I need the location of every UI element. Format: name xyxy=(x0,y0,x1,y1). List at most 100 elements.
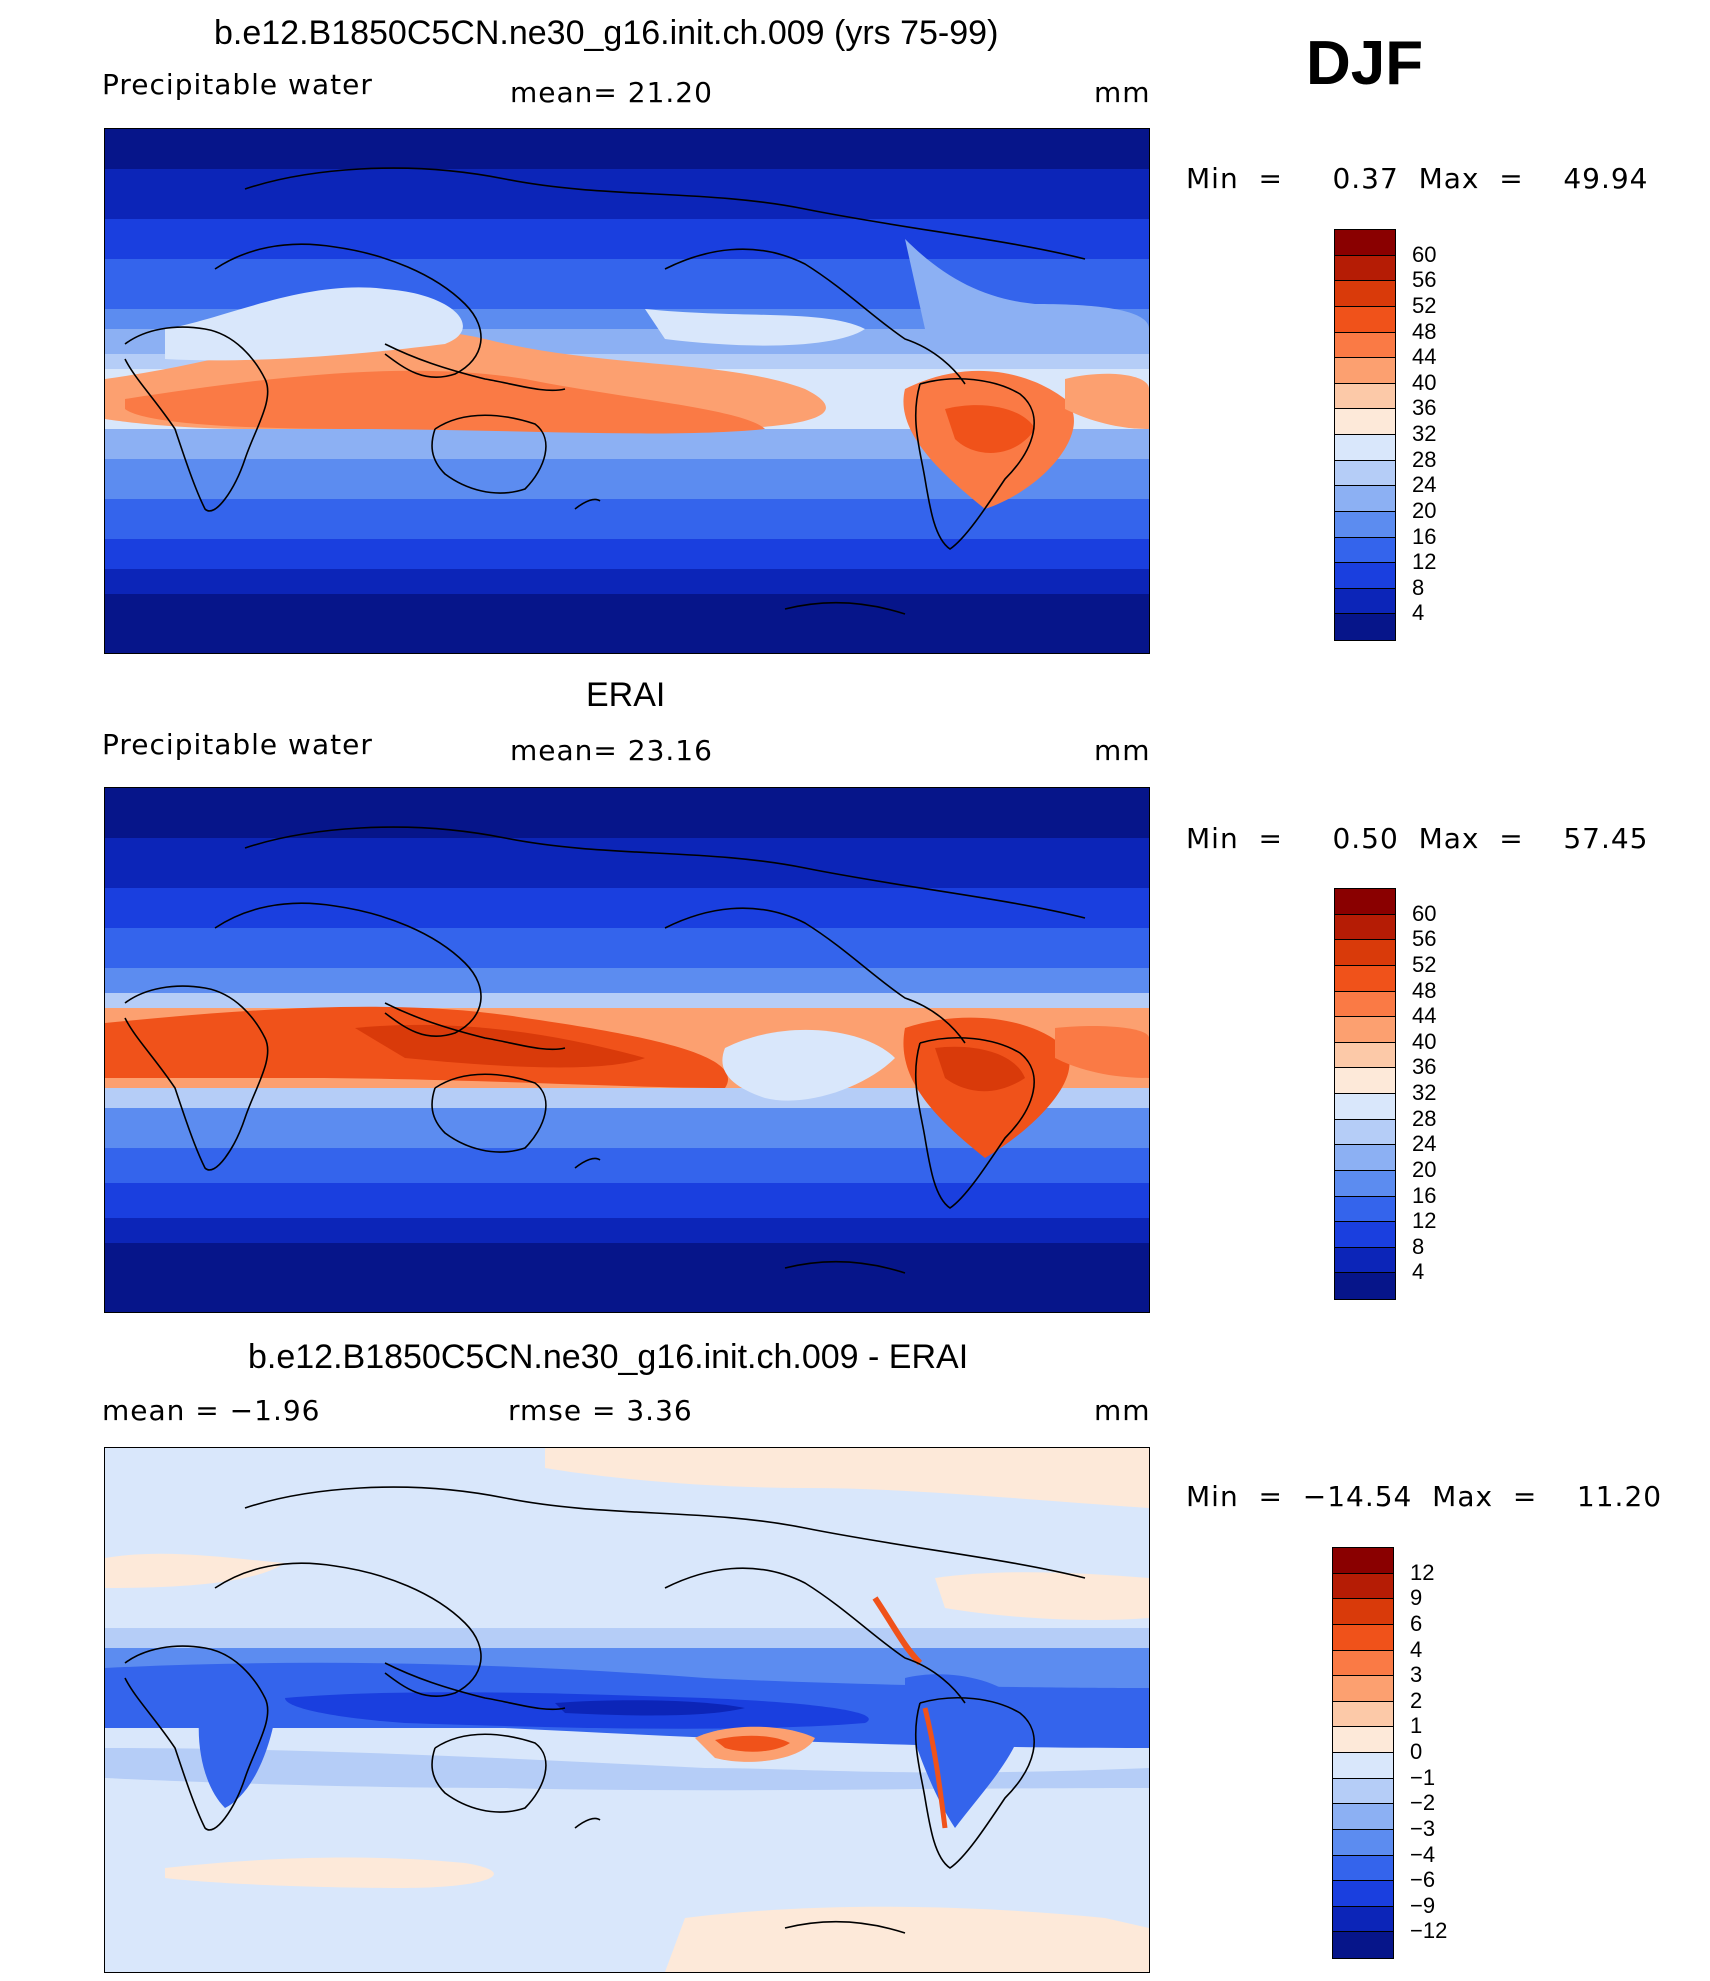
colorbar-tick-label: 4 xyxy=(1410,1636,1423,1662)
panel2-title: ERAI xyxy=(586,676,666,714)
colorbar-swatch xyxy=(1335,940,1395,966)
colorbar-tick-label: 12 xyxy=(1412,549,1437,575)
colorbar-swatch xyxy=(1335,358,1395,384)
colorbar-swatch xyxy=(1335,383,1395,410)
panel2-units: mm xyxy=(1094,734,1151,767)
panel2-colorbar xyxy=(1334,888,1396,1300)
panel1-min-max: Min = 0.37 Max = 49.94 xyxy=(1186,162,1649,195)
colorbar-tick-label: 36 xyxy=(1412,1054,1437,1080)
colorbar-swatch xyxy=(1335,230,1395,256)
colorbar-swatch xyxy=(1335,511,1395,538)
colorbar-tick-label: 44 xyxy=(1412,1003,1437,1029)
colorbar-swatch xyxy=(1335,255,1395,282)
colorbar-tick-label: 36 xyxy=(1412,395,1437,421)
colorbar-swatch xyxy=(1335,435,1395,461)
colorbar-tick-label: −9 xyxy=(1410,1892,1436,1918)
colorbar-swatch xyxy=(1335,889,1395,915)
colorbar-tick-label: 28 xyxy=(1412,446,1437,472)
colorbar-swatch xyxy=(1335,1222,1395,1248)
colorbar-swatch xyxy=(1335,1145,1395,1171)
colorbar-swatch xyxy=(1335,614,1395,640)
colorbar-swatch xyxy=(1335,1196,1395,1223)
colorbar-swatch xyxy=(1335,588,1395,615)
colorbar-tick-label: −3 xyxy=(1410,1815,1436,1841)
colorbar-tick-label: 1 xyxy=(1410,1713,1423,1739)
colorbar-swatch xyxy=(1333,1829,1393,1856)
colorbar-swatch xyxy=(1333,1778,1393,1805)
panel3-mean-label: mean = −1.96 xyxy=(102,1394,321,1427)
colorbar-tick-label: 4 xyxy=(1412,1259,1425,1285)
colorbar-tick-label: 60 xyxy=(1412,900,1437,926)
colorbar-swatch xyxy=(1335,1094,1395,1120)
panel2-map xyxy=(104,787,1150,1313)
colorbar-swatch xyxy=(1335,1068,1395,1094)
panel2-min-max: Min = 0.50 Max = 57.45 xyxy=(1186,822,1649,855)
colorbar-swatch xyxy=(1335,965,1395,992)
colorbar-tick-label: 48 xyxy=(1412,318,1437,344)
colorbar-tick-label: 4 xyxy=(1412,600,1425,626)
colorbar-tick-label: 24 xyxy=(1412,1131,1437,1157)
colorbar-swatch xyxy=(1335,460,1395,487)
colorbar-swatch xyxy=(1333,1650,1393,1677)
colorbar-swatch xyxy=(1333,1701,1393,1728)
colorbar-swatch xyxy=(1335,914,1395,941)
colorbar-tick-label: −12 xyxy=(1410,1918,1448,1944)
colorbar-swatch xyxy=(1333,1855,1393,1882)
colorbar-tick-label: 40 xyxy=(1412,369,1437,395)
colorbar-tick-label: 32 xyxy=(1412,1080,1437,1105)
colorbar-swatch xyxy=(1333,1906,1393,1933)
colorbar-tick-label: −6 xyxy=(1410,1867,1436,1893)
colorbar-swatch xyxy=(1335,1247,1395,1274)
panel1-mean-label: mean= 21.20 xyxy=(510,76,713,109)
panel1-map-field xyxy=(105,129,1149,653)
colorbar-swatch xyxy=(1335,486,1395,512)
colorbar-swatch xyxy=(1333,1573,1393,1600)
colorbar-swatch xyxy=(1335,563,1395,589)
panel1-title: b.e12.B1850C5CN.ne30_g16.init.ch.009 (yr… xyxy=(214,14,999,52)
colorbar-tick-label: 20 xyxy=(1412,1156,1437,1182)
colorbar-tick-label: 12 xyxy=(1410,1559,1435,1585)
colorbar-tick-label: 2 xyxy=(1410,1687,1423,1713)
colorbar-tick-label: 44 xyxy=(1412,344,1437,370)
colorbar-tick-label: 12 xyxy=(1412,1208,1437,1234)
colorbar-tick-label: 8 xyxy=(1412,1233,1425,1259)
colorbar-swatch xyxy=(1333,1932,1393,1958)
colorbar-swatch xyxy=(1333,1676,1393,1702)
colorbar-tick-label: 24 xyxy=(1412,472,1437,498)
colorbar-swatch xyxy=(1333,1599,1393,1625)
colorbar-tick-label: 48 xyxy=(1412,977,1437,1003)
panel3-rmse-label: rmse = 3.36 xyxy=(508,1394,693,1427)
colorbar-tick-label: 9 xyxy=(1410,1585,1423,1611)
colorbar-swatch xyxy=(1335,1170,1395,1197)
colorbar-swatch xyxy=(1335,1119,1395,1146)
panel3-units: mm xyxy=(1094,1394,1151,1427)
colorbar-tick-label: 52 xyxy=(1412,951,1437,977)
colorbar-tick-label: 16 xyxy=(1412,1182,1437,1208)
colorbar-tick-label: 60 xyxy=(1412,241,1437,267)
colorbar-swatch xyxy=(1333,1804,1393,1830)
colorbar-swatch xyxy=(1333,1548,1393,1574)
colorbar-tick-label: 56 xyxy=(1412,267,1437,293)
colorbar-swatch xyxy=(1335,409,1395,435)
colorbar-tick-label: 6 xyxy=(1410,1610,1423,1636)
colorbar-tick-label: 40 xyxy=(1412,1028,1437,1054)
panel2-map-field xyxy=(105,788,1149,1312)
colorbar-tick-label: 56 xyxy=(1412,926,1437,952)
colorbar-swatch xyxy=(1333,1727,1393,1753)
colorbar-swatch xyxy=(1335,281,1395,307)
panel3-colorbar xyxy=(1332,1547,1394,1959)
colorbar-tick-label: −1 xyxy=(1410,1764,1436,1790)
colorbar-tick-label: −2 xyxy=(1410,1790,1436,1816)
panel1-variable-label: Precipitable water xyxy=(102,68,373,101)
colorbar-swatch xyxy=(1333,1624,1393,1651)
colorbar-tick-label: 3 xyxy=(1410,1662,1423,1688)
colorbar-swatch xyxy=(1335,306,1395,333)
panel1-colorbar xyxy=(1334,229,1396,641)
panel3-min-max: Min = −14.54 Max = 11.20 xyxy=(1186,1480,1663,1513)
colorbar-tick-label: 28 xyxy=(1412,1105,1437,1131)
colorbar-tick-label: 8 xyxy=(1412,574,1425,600)
colorbar-swatch xyxy=(1335,537,1395,564)
panel2-mean-label: mean= 23.16 xyxy=(510,734,713,767)
colorbar-swatch xyxy=(1333,1753,1393,1779)
panel3-title: b.e12.B1850C5CN.ne30_g16.init.ch.009 - E… xyxy=(248,1338,969,1376)
